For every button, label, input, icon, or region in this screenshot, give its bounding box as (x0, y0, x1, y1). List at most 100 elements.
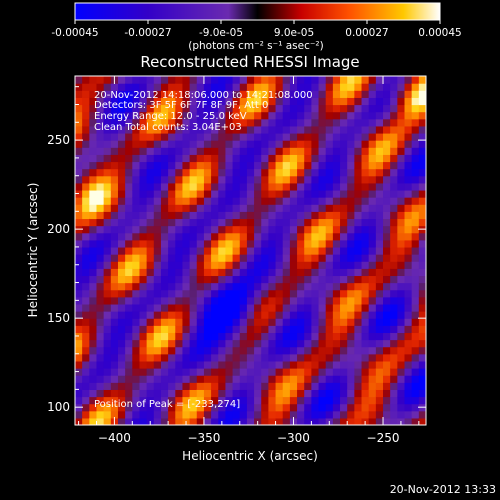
heatmap-cell (146, 154, 155, 163)
heatmap-cell (332, 282, 341, 291)
heatmap-cell (275, 246, 284, 255)
heatmap-cell (117, 125, 126, 134)
heatmap-cell (318, 254, 327, 262)
heatmap-cell (383, 197, 391, 205)
heatmap-cell (218, 132, 227, 141)
heatmap-cell (347, 282, 355, 291)
heatmap-cell (203, 261, 212, 269)
heatmap-cell (404, 296, 413, 305)
heatmap-cell (297, 132, 305, 141)
heatmap-cell (354, 303, 363, 312)
heatmap-cell (82, 289, 90, 298)
heatmap-cell (232, 417, 241, 425)
heatmap-cell (225, 318, 234, 326)
heatmap-cell (261, 197, 269, 205)
x-axis-label: Heliocentric X (arcsec) (182, 449, 318, 463)
heatmap-cell (146, 382, 155, 390)
heatmap-cell (218, 403, 227, 412)
heatmap-cell (318, 332, 327, 341)
heatmap-cell (361, 225, 370, 234)
heatmap-cell (117, 76, 126, 84)
heatmap-cell (211, 339, 219, 348)
heatmap-cell (182, 389, 191, 398)
heatmap-cell (189, 303, 198, 312)
heatmap-cell (139, 360, 148, 369)
heatmap-cell (211, 147, 219, 155)
heatmap-cell (160, 125, 169, 134)
heatmap-cell (404, 403, 413, 412)
heatmap-cell (246, 211, 255, 220)
heatmap-cell (275, 318, 284, 326)
heatmap-cell (297, 140, 305, 148)
heatmap-cell (304, 83, 312, 91)
heatmap-cell (203, 211, 212, 220)
heatmap-cell (375, 111, 384, 120)
heatmap-cell (318, 410, 327, 419)
heatmap-cell (239, 225, 248, 234)
heatmap-cell (304, 239, 312, 248)
heatmap-cell (218, 83, 227, 91)
heatmap-cell (239, 239, 248, 248)
heatmap-cell (268, 275, 277, 284)
heatmap-cell (325, 360, 334, 369)
heatmap-cell (153, 289, 162, 298)
heatmap-cell (175, 154, 184, 163)
heatmap-cell (89, 132, 98, 141)
heatmap-cell (318, 83, 327, 91)
heatmap-cell (411, 360, 420, 369)
heatmap-cell (246, 118, 255, 127)
heatmap-cell (261, 353, 269, 362)
heatmap-cell (311, 396, 320, 405)
heatmap-cell (261, 332, 269, 341)
heatmap-cell (139, 368, 148, 376)
heatmap-cell (375, 175, 384, 184)
heatmap-cell (340, 76, 348, 84)
heatmap-cell (375, 368, 384, 376)
heatmap-cell (82, 111, 90, 120)
heatmap-cell (332, 76, 341, 84)
heatmap-cell (153, 410, 162, 419)
heatmap-cell (254, 225, 262, 234)
heatmap-cell (168, 218, 176, 227)
heatmap-cell (397, 318, 406, 326)
heatmap-cell (261, 346, 269, 355)
heatmap-cell (340, 339, 348, 348)
heatmap-cell (132, 211, 141, 220)
heatmap-cell (289, 410, 298, 419)
heatmap-cell (110, 83, 119, 91)
heatmap-cell (96, 147, 105, 155)
heatmap-cell (268, 211, 277, 220)
heatmap-cell (268, 353, 277, 362)
heatmap-cell (125, 296, 133, 305)
heatmap-cell (239, 311, 248, 319)
heatmap-cell (254, 375, 262, 383)
heatmap-cell (132, 289, 141, 298)
heatmap-cell (275, 353, 284, 362)
heatmap-cell (246, 311, 255, 319)
heatmap-cell (289, 403, 298, 412)
heatmap-cell (397, 254, 406, 262)
heatmap-cell (311, 104, 320, 113)
heatmap-cell (189, 225, 198, 234)
heatmap-cell (332, 204, 341, 212)
heatmap-cell (347, 396, 355, 405)
heatmap-cell (368, 417, 377, 425)
heatmap-cell (196, 275, 205, 284)
heatmap-cell (354, 261, 363, 269)
heatmap-cell (318, 161, 327, 170)
heatmap-cell (225, 182, 234, 191)
heatmap-cell (139, 161, 148, 170)
heatmap-cell (103, 254, 112, 262)
heatmap-cell (325, 346, 334, 355)
heatmap-cell (261, 325, 269, 334)
heatmap-cell (103, 76, 112, 84)
heatmap-cell (332, 225, 341, 234)
heatmap-cell (211, 311, 219, 319)
heatmap-cell (146, 90, 155, 98)
heatmap-cell (103, 90, 112, 98)
heatmap-cell (168, 111, 176, 120)
heatmap-cell (397, 211, 406, 220)
heatmap-cell (275, 76, 284, 84)
heatmap-cell (239, 76, 248, 84)
heatmap-cell (318, 261, 327, 269)
